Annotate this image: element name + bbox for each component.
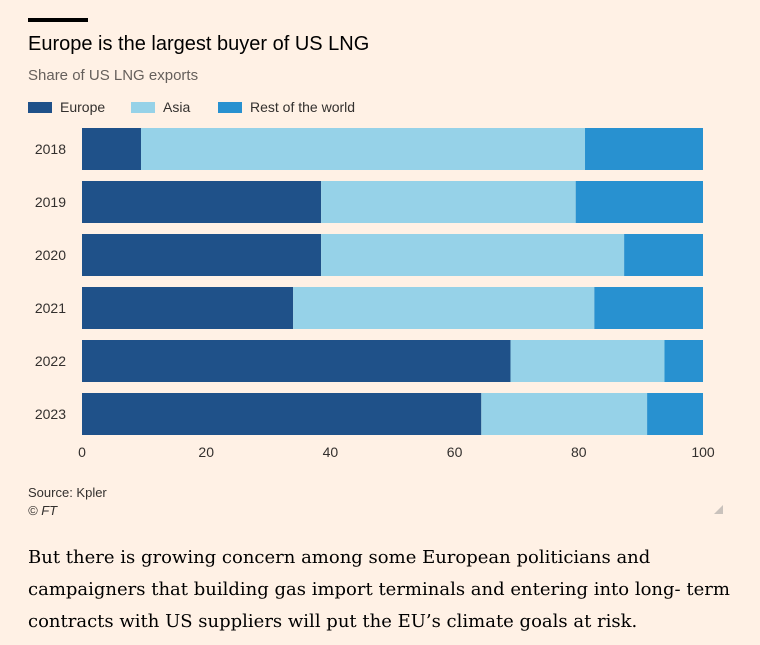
legend-swatch-asia xyxy=(131,101,155,113)
x-tick-label-20: 20 xyxy=(198,444,214,460)
bar-2018-europe xyxy=(82,128,141,170)
resize-corner-icon xyxy=(714,505,723,514)
category-label-2023: 2023 xyxy=(35,406,66,422)
x-tick-label-100: 100 xyxy=(691,444,715,460)
bar-2020-asia xyxy=(321,234,625,276)
bar-2023-europe xyxy=(82,393,482,435)
x-tick-label-40: 40 xyxy=(323,444,339,460)
bar-2018-rest-of-the-world xyxy=(585,128,703,170)
legend-label-asia: Asia xyxy=(163,99,191,115)
x-tick-label-60: 60 xyxy=(447,444,463,460)
bar-2021-europe xyxy=(82,287,294,329)
bar-2022-asia xyxy=(510,340,665,382)
copyright-note: © FT xyxy=(28,503,58,518)
category-label-2022: 2022 xyxy=(35,353,66,369)
bar-2022-europe xyxy=(82,340,511,382)
article-paragraph: But there is growing concern among some … xyxy=(28,547,730,632)
chart-title: Europe is the largest buyer of US LNG xyxy=(28,33,370,55)
bar-2022-rest-of-the-world xyxy=(664,340,703,382)
category-label-2019: 2019 xyxy=(35,194,66,210)
category-label-2018: 2018 xyxy=(35,141,66,157)
x-tick-label-80: 80 xyxy=(571,444,587,460)
bar-2019-rest-of-the-world xyxy=(575,181,703,223)
chart-subtitle: Share of US LNG exports xyxy=(28,67,199,84)
bar-2020-rest-of-the-world xyxy=(624,234,703,276)
header-rule xyxy=(28,18,88,22)
bar-2021-asia xyxy=(293,287,595,329)
legend-swatch-rest-of-world xyxy=(218,101,242,113)
bar-2019-europe xyxy=(82,181,322,223)
bar-2018-asia xyxy=(140,128,586,170)
source-note: Source: Kpler xyxy=(28,485,107,500)
category-label-2020: 2020 xyxy=(35,247,66,263)
bar-chart: 2018 2019 2020 2021 2022 2023 0 20 40 60 80 100 xyxy=(35,128,715,460)
category-label-2021: 2021 xyxy=(35,300,66,316)
bar-2021-rest-of-the-world xyxy=(594,287,703,329)
x-tick-label-0: 0 xyxy=(78,444,86,460)
legend-swatch-europe xyxy=(28,101,52,113)
bar-2020-europe xyxy=(82,234,322,276)
bar-2019-asia xyxy=(321,181,576,223)
bar-2023-rest-of-the-world xyxy=(647,393,703,435)
legend-label-rest-of-world: Rest of the world xyxy=(250,99,356,115)
legend-item-rest-of-world: Rest of the world xyxy=(218,99,355,115)
legend-item-asia: Asia xyxy=(131,99,190,115)
bar-2023-asia xyxy=(481,393,648,435)
legend-item-europe: Europe xyxy=(28,99,105,115)
legend-label-europe: Europe xyxy=(60,99,106,115)
